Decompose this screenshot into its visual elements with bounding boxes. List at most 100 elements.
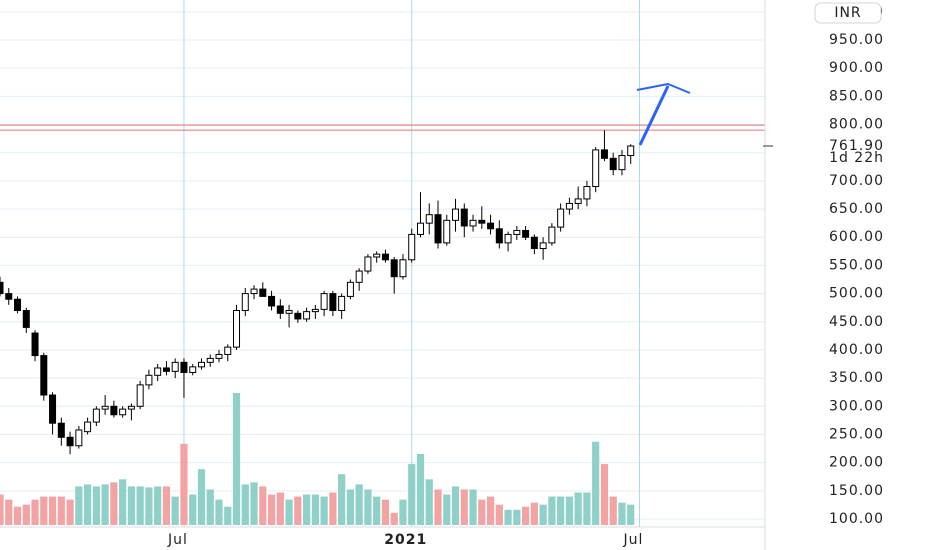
volume-bar: [373, 496, 381, 525]
candle-body: [452, 208, 460, 221]
candle-body: [189, 366, 197, 373]
candle-body: [250, 288, 258, 295]
volume-bar: [320, 496, 328, 525]
last-price: 761.90: [829, 138, 884, 154]
candle-body: [136, 384, 144, 407]
volume-bar: [189, 494, 197, 525]
volume-bar: [92, 486, 100, 525]
candle-body: [40, 355, 48, 396]
volume-bar: [600, 464, 609, 525]
volume-bar: [627, 504, 635, 525]
candle-body: [390, 259, 398, 278]
volume-bar: [303, 494, 311, 525]
currency: INR: [834, 5, 861, 21]
candle-body: [425, 214, 433, 224]
y-tick-label: 550.00: [829, 257, 884, 273]
candle-body: [504, 233, 512, 244]
volume-bar: [399, 499, 407, 525]
y-tick-label: 950.00: [829, 32, 884, 48]
candle-body: [14, 298, 22, 312]
volume-bar: [294, 496, 302, 525]
volume-bar: [495, 504, 503, 525]
candle-body: [241, 293, 249, 312]
volume-bar: [180, 443, 188, 525]
candle-body: [522, 229, 530, 238]
volume-bar: [513, 509, 521, 525]
volume-bar: [478, 499, 486, 525]
volume-bar: [530, 502, 538, 525]
candle-body: [57, 422, 65, 438]
currency-badge[interactable]: [814, 2, 882, 24]
volume-bar: [154, 486, 162, 525]
candle-body: [285, 310, 293, 314]
candle-body: [443, 219, 451, 244]
volume-bar: [451, 486, 460, 525]
volume-bar: [390, 512, 398, 525]
volume-bar: [338, 474, 346, 525]
candle-body: [119, 408, 127, 416]
candle-body: [49, 394, 57, 424]
arrow: [638, 85, 670, 146]
candle-body: [22, 310, 30, 328]
volume-bar: [0, 494, 4, 525]
price-box: [780, 136, 886, 166]
volume-bar: [364, 489, 372, 525]
volume-bar: [539, 504, 547, 525]
volume-bar: [329, 492, 337, 525]
candle-body: [75, 429, 83, 447]
candle-body: [469, 219, 477, 227]
volume-bar: [522, 506, 530, 525]
volume-bar: [583, 492, 591, 525]
candle-body: [565, 202, 573, 210]
volume-bar: [110, 482, 118, 525]
candle-body: [31, 332, 39, 357]
candle-body: [416, 222, 424, 235]
candle-body: [224, 346, 232, 355]
candle-body: [592, 149, 600, 188]
y-tick-label: 350.00: [829, 370, 884, 386]
volume-bar: [618, 502, 626, 525]
candle-body: [259, 288, 267, 297]
candle-body: [311, 308, 319, 313]
candle-body: [127, 405, 135, 410]
volume-bar: [127, 486, 135, 525]
volume-bar: [84, 484, 92, 525]
candle-body: [346, 281, 354, 297]
candle-body: [583, 186, 591, 200]
volume-bar: [504, 509, 512, 525]
volume-bar: [609, 496, 617, 525]
volume-bar: [346, 489, 354, 525]
y-tick-label: 400.00: [829, 342, 884, 358]
volume-bar: [171, 496, 179, 525]
candle-body: [627, 145, 635, 157]
volume-bar: [460, 489, 468, 525]
candle-body: [495, 228, 503, 244]
volume-bar: [215, 499, 223, 525]
volume-bar: [548, 496, 556, 525]
candle-body: [233, 310, 241, 348]
arrow-head: [636, 82, 691, 94]
candle-body: [84, 421, 92, 433]
candle-body: [180, 361, 188, 373]
volume-bar: [469, 489, 477, 525]
volume-bar: [259, 486, 267, 525]
candle-body: [408, 233, 416, 261]
y-tick-label: 250.00: [829, 426, 884, 442]
volume-bar: [119, 479, 127, 525]
candle-body: [197, 361, 205, 368]
candle-body: [92, 408, 100, 423]
volume-bar: [57, 496, 65, 525]
candle-body: [154, 367, 162, 376]
x-tick-label: Jul: [167, 532, 188, 548]
candle-body: [364, 256, 372, 272]
volume-bar: [408, 464, 416, 525]
volume-bar: [486, 496, 495, 525]
candle-body: [145, 374, 153, 386]
candle-body: [268, 295, 276, 307]
candle-body: [557, 208, 565, 228]
volume-bar: [31, 499, 39, 525]
volume-bar: [22, 504, 30, 525]
candle-body: [618, 155, 626, 171]
volume-bar: [13, 506, 22, 525]
